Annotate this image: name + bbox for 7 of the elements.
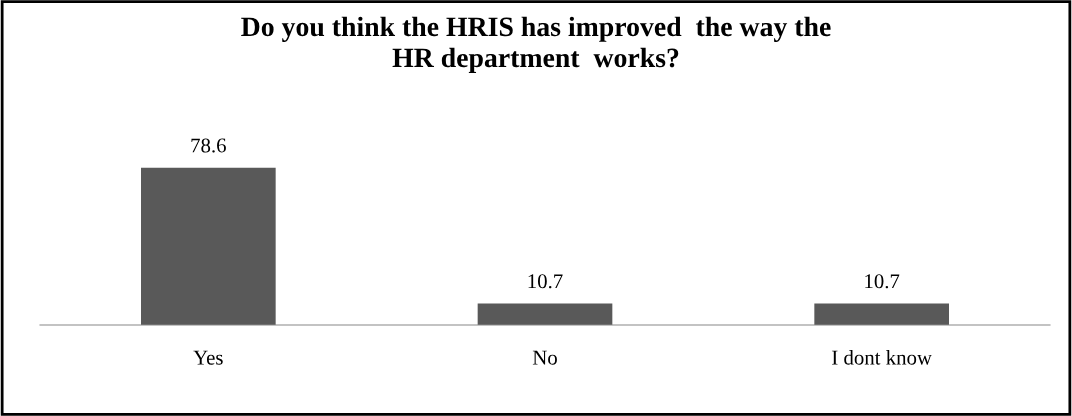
data-label: 10.7 — [865, 274, 900, 289]
x-tick-label: I dont know — [832, 350, 932, 365]
x-tick-label: Yes — [193, 350, 223, 365]
x-tick-label: No — [532, 350, 557, 365]
data-label: 10.7 — [528, 274, 563, 289]
data-label: 78.6 — [191, 138, 226, 153]
chart-title: Do you think the HRIS has improved the way the HR department works? — [241, 16, 831, 73]
